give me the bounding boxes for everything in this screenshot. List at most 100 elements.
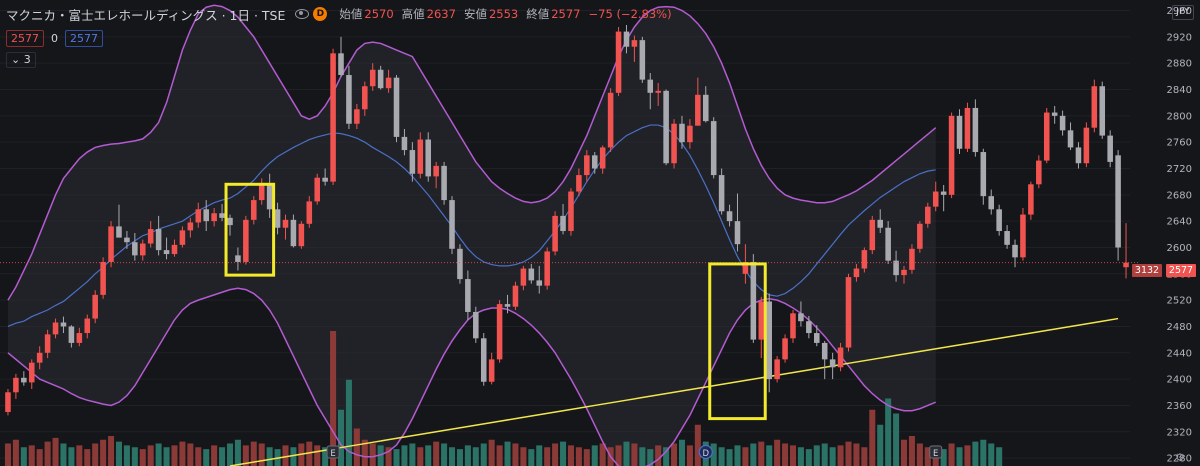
highlight-box [708, 262, 767, 421]
candle-body [988, 196, 995, 210]
volume-bar [900, 439, 908, 466]
candle-body [607, 92, 614, 148]
candle-body [940, 191, 947, 195]
change-value: −75 (−2.83%) [588, 7, 672, 21]
volume-bar [417, 447, 424, 466]
volume-bar [322, 447, 329, 466]
candle-body [576, 175, 582, 192]
volume-bar [885, 398, 892, 466]
volume-bar [789, 445, 797, 466]
candle-body [92, 294, 98, 319]
price-tick-label: 2960 [1167, 6, 1192, 17]
bollinger-upper-line [7, 4, 937, 301]
candle-body [1059, 115, 1066, 131]
volume-bar [893, 413, 900, 466]
candle-body [734, 221, 741, 245]
volume-bar [290, 447, 297, 466]
candle-body [76, 333, 83, 343]
candle-body [964, 107, 971, 149]
volume-bar [139, 449, 146, 466]
volume-bar [718, 447, 725, 466]
volume-bar [203, 449, 210, 466]
volume-bar [988, 443, 995, 466]
volume-bar [155, 443, 162, 466]
candle-body [1043, 112, 1050, 161]
candle-body [814, 333, 820, 343]
low-label: 安値 [463, 7, 487, 21]
candle-body [821, 342, 828, 360]
candle-body [1091, 86, 1098, 128]
candle-body [980, 152, 987, 197]
candle-body [544, 251, 550, 286]
volume-bar [163, 447, 170, 466]
candle-body [211, 213, 217, 222]
volume-bar [84, 449, 91, 466]
legend-header: マクニカ・富士エレホールディングス · 1日 · TSE D 始値 2570 高… [6, 5, 680, 23]
candle-body [536, 280, 543, 286]
candle-body [671, 123, 677, 164]
candle-body [282, 219, 289, 228]
volume-bar [123, 445, 130, 466]
volume-bar [821, 443, 828, 466]
volume-bar [829, 447, 836, 466]
volume-bar [242, 445, 249, 466]
open-label: 始値 [339, 7, 363, 21]
gear-icon[interactable]: ⚙ [1175, 451, 1185, 464]
candle-body [36, 352, 43, 363]
volume-bar [44, 441, 51, 466]
volume-bar [908, 436, 915, 466]
price-tick-label: 2680 [1167, 190, 1192, 201]
candle-body [362, 86, 368, 110]
eye-icon[interactable] [295, 9, 310, 19]
bb-value-box[interactable]: 2577 [65, 30, 103, 47]
candle-body [5, 392, 11, 413]
candle-body [655, 90, 661, 93]
volume-bar [869, 409, 876, 466]
candle-body [552, 215, 558, 252]
open-value: 2570 [364, 7, 394, 21]
volume-bar [750, 443, 757, 466]
volume-bar [60, 443, 67, 466]
volume-bar [575, 447, 582, 466]
marker-label: E [330, 449, 335, 459]
candle-body [790, 313, 796, 339]
volume-bar [147, 445, 154, 466]
candle-body [726, 211, 733, 222]
volume-bar [330, 331, 337, 466]
candle-body [1036, 160, 1042, 185]
volume-bar [171, 445, 178, 466]
volume-bar [623, 441, 630, 466]
dividend-marker [698, 444, 713, 460]
price-tick-label: 2920 [1167, 32, 1192, 43]
candle-body [1028, 184, 1034, 215]
candle-body [346, 75, 352, 124]
candle-body [631, 40, 638, 47]
volume-bar [353, 428, 360, 466]
volume-bar [583, 449, 590, 466]
volume-bar [488, 439, 495, 466]
candle-body [330, 53, 336, 182]
candle-body [560, 215, 566, 232]
volume-bar [131, 447, 138, 466]
candle-body [425, 139, 432, 177]
volume-bar [4, 443, 11, 466]
symbol-title[interactable]: マクニカ・富士エレホールディングス · 1日 · TSE [6, 7, 286, 23]
volume-bar [845, 441, 852, 466]
ma-value-box[interactable]: 2577 [6, 30, 44, 47]
candle-body [591, 155, 598, 169]
volume-bar [639, 447, 646, 466]
high-label: 高値 [401, 7, 425, 21]
volume-bar [631, 443, 638, 466]
candle-body [782, 338, 788, 360]
currency-label[interactable]: JPY [1172, 5, 1194, 20]
volume-bar [734, 445, 741, 466]
highlight-box [224, 182, 276, 277]
candle-body [401, 136, 408, 151]
candle-body [742, 261, 749, 274]
collapse-indicators-button[interactable]: ⌄ 3 [6, 52, 36, 68]
candle-body [1083, 127, 1090, 164]
volume-bar [472, 447, 479, 466]
volume-bar [560, 441, 567, 466]
candle-body [203, 209, 209, 222]
